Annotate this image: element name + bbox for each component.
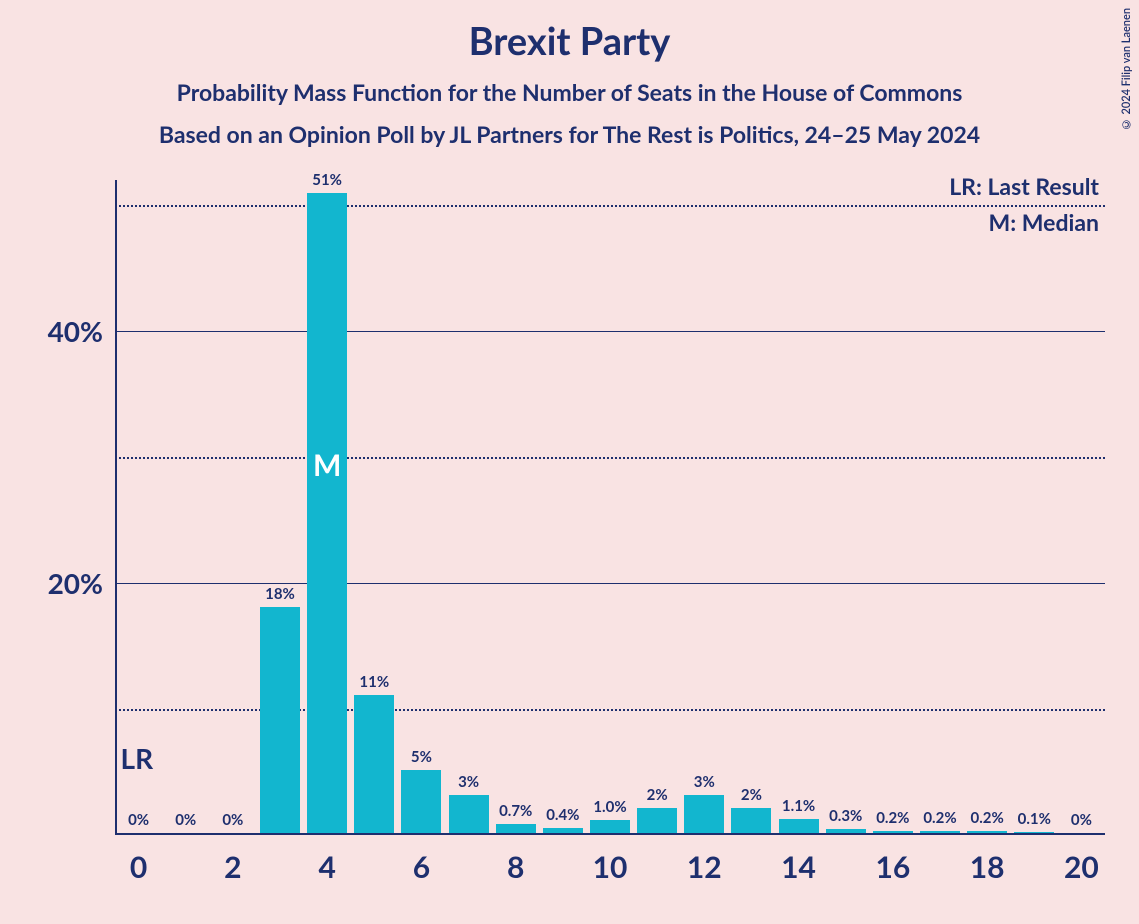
bar-value-label: 3% (694, 773, 715, 791)
bar: 51% (307, 193, 347, 833)
bar-value-label: 3% (458, 773, 479, 791)
bar-value-label: 0% (175, 811, 196, 829)
bar-value-label: 0.2% (876, 809, 909, 827)
bar: 2% (637, 808, 677, 833)
x-tick-label: 8 (507, 849, 524, 885)
bar: 5% (401, 770, 441, 833)
x-tick-label: 0 (130, 849, 147, 885)
gridline-major (115, 331, 1105, 332)
bar-value-label: 2% (647, 786, 668, 804)
chart-subtitle-2: Based on an Opinion Poll by JL Partners … (0, 120, 1139, 148)
chart-title: Brexit Party (0, 0, 1139, 64)
bar: 0.2% (920, 831, 960, 834)
x-tick-label: 2 (224, 849, 241, 885)
y-tick-label: 20% (48, 566, 103, 600)
bar-value-label: 0.4% (546, 806, 579, 824)
x-tick-label: 6 (413, 849, 430, 885)
copyright-text: © 2024 Filip van Laenen (1120, 8, 1133, 130)
y-axis (115, 180, 117, 835)
bar-value-label: 0% (1071, 811, 1092, 829)
bar: 1.1% (779, 819, 819, 833)
bar-value-label: 5% (411, 748, 432, 766)
x-tick-label: 20 (1064, 849, 1099, 885)
bar-value-label: 0.3% (829, 807, 862, 825)
bar: 0.3% (826, 829, 866, 833)
chart-plot-area: 20%40%024681012141618200%0%0%18%51%11%5%… (115, 180, 1105, 835)
bar: 3% (684, 795, 724, 833)
bar: 1.0% (590, 820, 630, 833)
x-tick-label: 10 (593, 849, 628, 885)
legend-median: M: Median (989, 208, 1099, 236)
x-tick-label: 16 (875, 849, 910, 885)
bar-value-label: 1.1% (782, 797, 815, 815)
gridline-major (115, 583, 1105, 584)
bar-value-label: 51% (312, 171, 342, 189)
chart-subtitle-1: Probability Mass Function for the Number… (0, 78, 1139, 106)
x-tick-label: 4 (318, 849, 335, 885)
x-tick-label: 18 (970, 849, 1005, 885)
bar: 3% (449, 795, 489, 833)
bar: 0.4% (543, 828, 583, 833)
bar: 0.2% (873, 831, 913, 834)
x-axis (115, 833, 1105, 835)
bar-value-label: 0.2% (923, 809, 956, 827)
bar-value-label: 0.2% (970, 809, 1003, 827)
bar: 0.2% (967, 831, 1007, 834)
x-tick-label: 14 (781, 849, 816, 885)
bar-value-label: 18% (265, 585, 295, 603)
bar-value-label: 11% (359, 673, 389, 691)
bar-value-label: 0.7% (499, 802, 532, 820)
x-tick-label: 12 (687, 849, 722, 885)
gridline-minor (115, 205, 1105, 207)
bar: 0.7% (496, 824, 536, 833)
bar: 18% (260, 607, 300, 833)
bar: 11% (354, 695, 394, 833)
bar: 0.1% (1014, 832, 1054, 833)
gridline-minor (115, 457, 1105, 459)
bar-value-label: 1.0% (593, 798, 626, 816)
bar: 2% (731, 808, 771, 833)
last-result-marker: LR (121, 741, 154, 775)
bar-value-label: 2% (741, 786, 762, 804)
y-tick-label: 40% (48, 314, 103, 348)
legend-last-result: LR: Last Result (949, 172, 1099, 200)
bar-value-label: 0% (128, 811, 149, 829)
bar-value-label: 0% (222, 811, 243, 829)
median-marker: M (313, 447, 341, 483)
bar-value-label: 0.1% (1018, 810, 1051, 828)
